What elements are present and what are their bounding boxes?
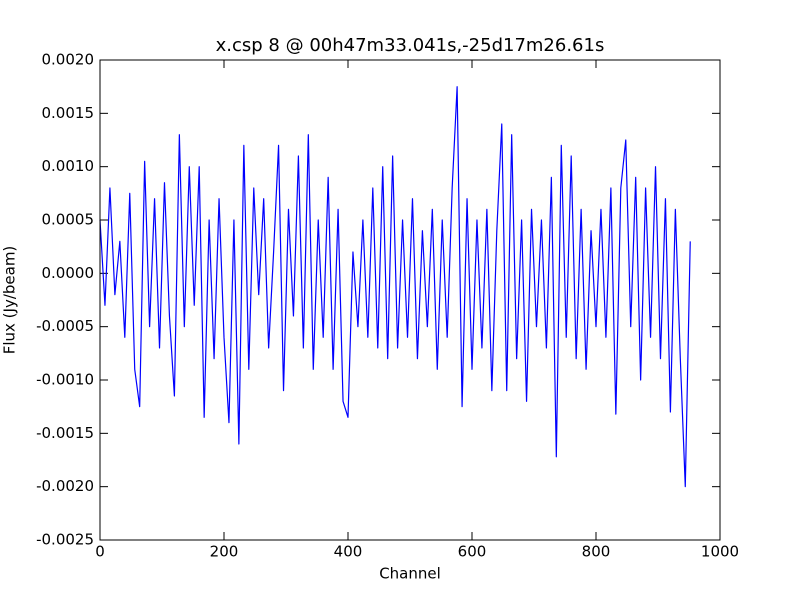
y-tick-label: 0.0000 [42,264,95,282]
x-tick-label: 800 [582,543,611,561]
y-tick-label: 0.0010 [42,157,95,175]
y-tick-label: 0.0020 [42,51,95,69]
x-tick-label: 0 [95,543,105,561]
plot-frame [99,59,721,541]
y-tick-label: -0.0020 [36,477,94,495]
x-axis-label: Channel [379,565,441,583]
y-tick-label: -0.0015 [36,424,94,442]
chart-title: x.csp 8 @ 00h47m33.041s,-25d17m26.61s [216,35,605,56]
y-axis-label: Flux (Jy/beam) [1,246,19,355]
x-tick-label: 200 [210,543,239,561]
y-tick-label: -0.0010 [36,371,94,389]
y-tick-label: -0.0005 [36,317,94,335]
x-tick-label: 600 [458,543,487,561]
y-tick-label: 0.0015 [42,104,95,122]
x-tick-label: 1000 [701,543,739,561]
y-tick-label: -0.0025 [36,531,94,549]
y-tick-label: 0.0005 [42,211,95,229]
x-tick-label: 400 [334,543,363,561]
data-line [99,86,691,488]
